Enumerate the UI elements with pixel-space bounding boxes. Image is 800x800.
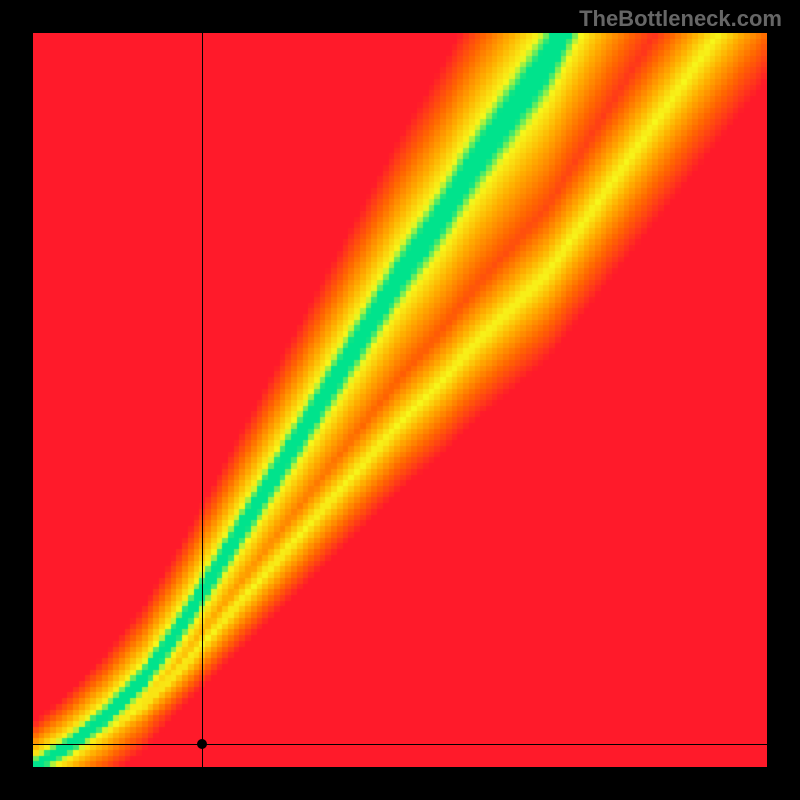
chart-container: TheBottleneck.com [0, 0, 800, 800]
crosshair-horizontal [33, 744, 767, 745]
crosshair-vertical [202, 33, 203, 767]
watermark-text: TheBottleneck.com [579, 6, 782, 32]
marker-dot [197, 739, 207, 749]
heatmap-canvas [33, 33, 767, 767]
heatmap-plot [33, 33, 767, 767]
